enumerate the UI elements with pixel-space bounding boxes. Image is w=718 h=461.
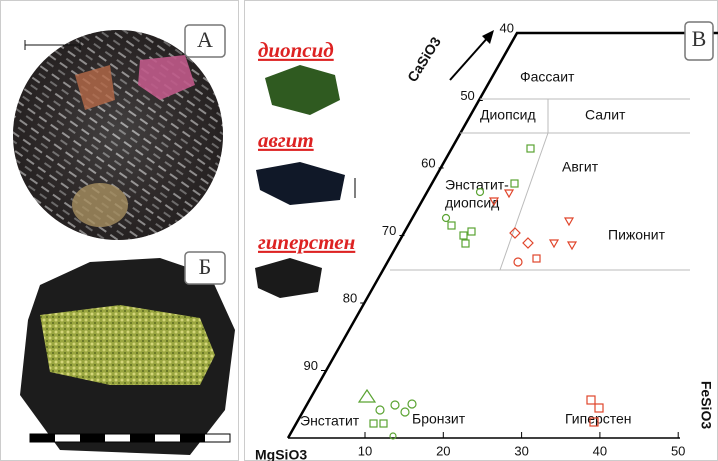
field-label: диопсид <box>445 195 499 211</box>
field-label: Салит <box>585 107 626 123</box>
axis-label: FeSiO3 <box>698 381 714 429</box>
tick-label: 90 <box>304 358 318 373</box>
mineral-photo <box>265 65 340 115</box>
panel-label: Б <box>199 254 212 279</box>
field-label: Диопсид <box>480 107 536 123</box>
scale-bar <box>29 433 231 443</box>
tick-label: 50 <box>671 443 685 458</box>
mineral-photo <box>256 162 345 205</box>
tick-label: 70 <box>382 223 396 238</box>
red-samples <box>488 189 604 427</box>
mineral-photo <box>255 258 322 298</box>
mineral-name: авгит <box>258 128 314 152</box>
tick-label: 40 <box>500 20 514 35</box>
tick-label: 20 <box>436 443 450 458</box>
field-label: Бронзит <box>412 411 466 427</box>
field-label: Энстатит <box>300 413 360 429</box>
mineral-name: гиперстен <box>258 230 355 254</box>
field-label: Пижонит <box>608 227 666 243</box>
axis-label: MgSiO3 <box>255 447 307 461</box>
tick-label: 80 <box>343 290 357 305</box>
green-samples <box>357 144 535 440</box>
panel-label: А <box>197 27 213 52</box>
tick-label: 60 <box>421 155 435 170</box>
tick-label: 10 <box>358 443 372 458</box>
field-label: Фассаит <box>520 69 575 85</box>
field-label: Авгит <box>562 159 599 175</box>
tick-label: 50 <box>460 88 474 103</box>
field-label: Энстатит- <box>445 177 509 193</box>
mineral-name: диопсид <box>258 38 334 62</box>
tick-label: 30 <box>514 443 528 458</box>
tick-label: 40 <box>593 443 607 458</box>
field-boundaries <box>390 98 690 271</box>
panel-label: В <box>692 26 707 51</box>
